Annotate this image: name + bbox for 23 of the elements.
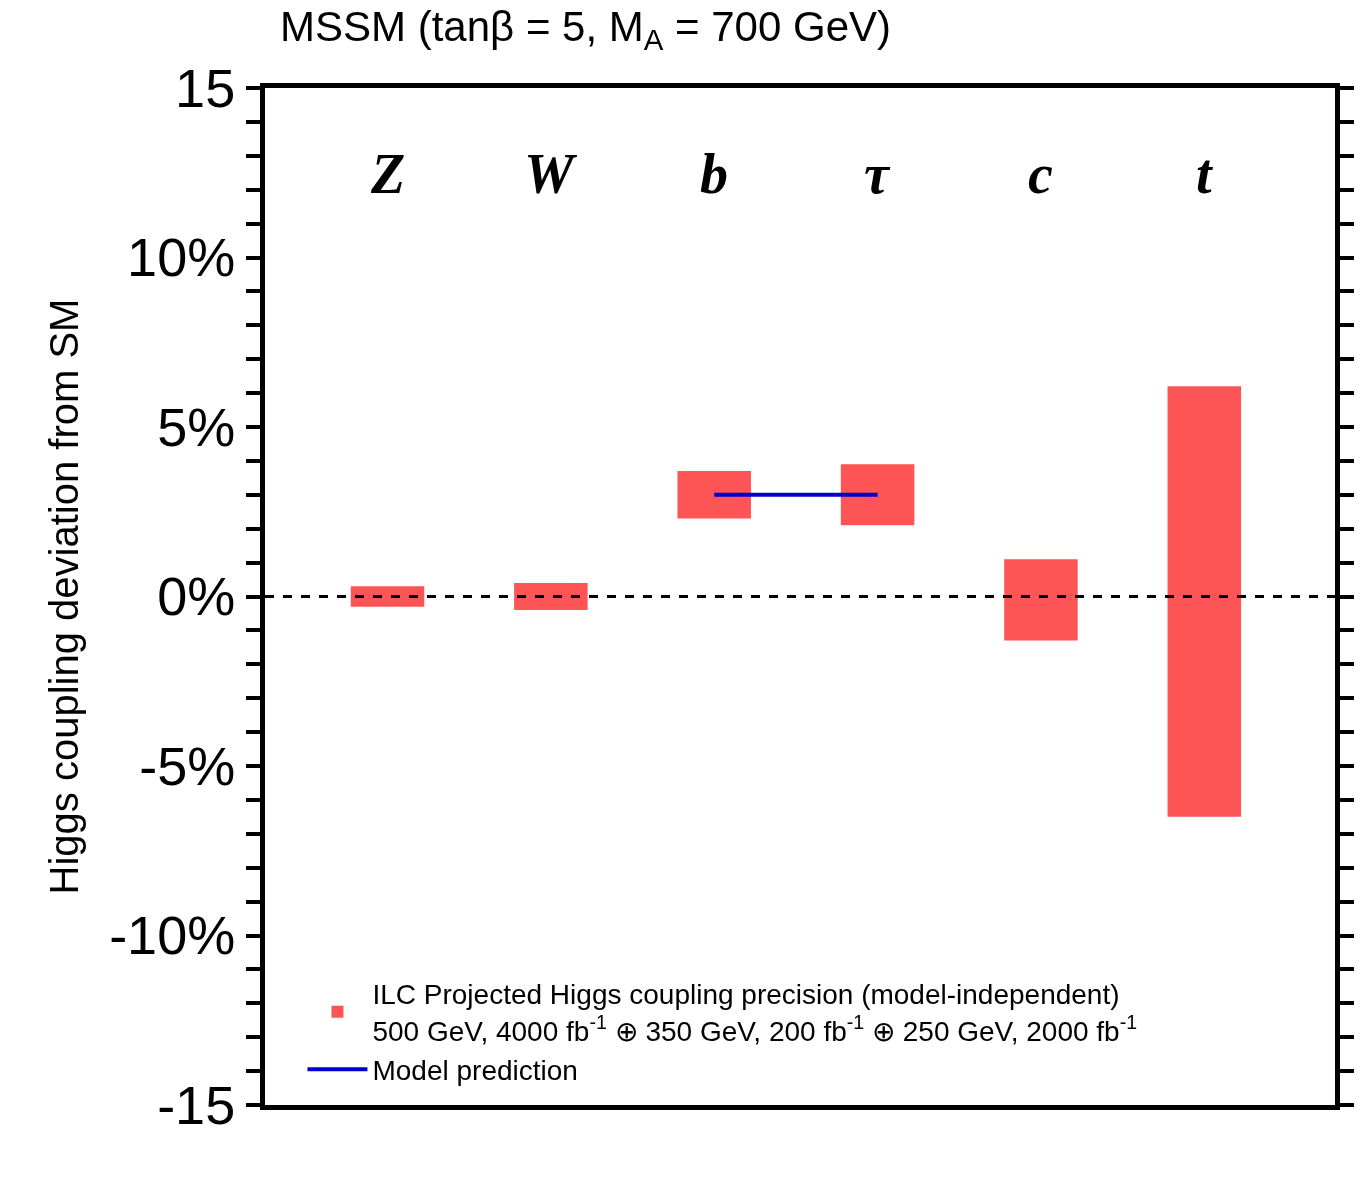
x-tick-label: τ xyxy=(864,143,891,205)
x-tick-label: Z xyxy=(370,143,406,205)
y-tick-label: 0% xyxy=(157,566,236,627)
x-tick-label: c xyxy=(1028,143,1053,205)
y-tick-label: 5% xyxy=(157,396,236,457)
bar xyxy=(840,464,915,526)
y-tick-label: -15 xyxy=(157,1074,236,1135)
y-tick-label: -5% xyxy=(139,735,236,796)
chart-title: MSSM (tanβ = 5, M$_{A}$ = 700 GeV) xyxy=(280,3,892,57)
y-axis-title: Higgs coupling deviation from SM xyxy=(41,298,86,895)
legend-label: Model prediction xyxy=(372,1055,578,1087)
x-tick-label: t xyxy=(1196,143,1213,205)
bar xyxy=(350,586,425,607)
bar xyxy=(514,582,588,611)
bar xyxy=(1004,559,1078,641)
legend-label: ILC Projected Higgs coupling precision (model-independent) 500 GeV, 4000 fb$^{-1}$ ⊕ 350 GeV, 200 fb$^{-1}$ ⊕ 250 GeV, 2000 fb$^{-1}$ xyxy=(372,979,1138,1047)
y-tick-label: 10% xyxy=(127,227,236,288)
bar xyxy=(1167,386,1242,817)
y-tick-label: 15 xyxy=(175,57,236,118)
x-tick-label: W xyxy=(524,143,578,205)
bar xyxy=(677,471,751,519)
y-tick-label: -10% xyxy=(109,905,236,966)
x-tick-label: b xyxy=(700,143,728,205)
